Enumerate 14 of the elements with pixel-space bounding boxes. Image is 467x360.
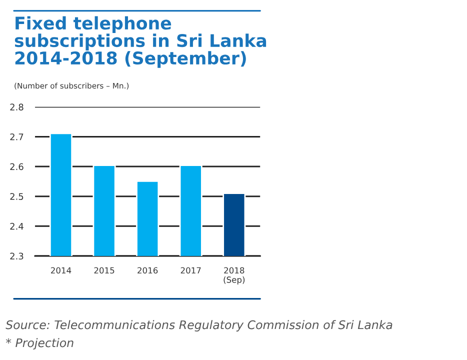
source-note: Source: Telecommunications Regulatory Commission of Sri Lanka — [6, 320, 392, 332]
x-tick-label: 2016 — [138, 267, 158, 274]
y-tick-label: 2.5 — [10, 193, 24, 200]
text: * Projection — [6, 338, 74, 350]
y-tick-label: 2.8 — [10, 104, 24, 110]
x-tick-label: 2014 — [51, 267, 72, 274]
y-tick-label: 2.3 — [10, 252, 24, 260]
x-tick-label: 2015 — [94, 267, 114, 274]
x-tick-label: 2017 — [180, 267, 201, 274]
x-tick-label: 2018 (Sep) — [224, 267, 245, 284]
y-tick-label: 2.6 — [10, 163, 24, 170]
chart-title: Fixed telephone subscriptions in Sri Lanka 2014-2018 (September) — [14, 16, 266, 68]
y-tick-label: 2.4 — [10, 222, 24, 230]
y-tick-label: 2.7 — [10, 133, 24, 140]
